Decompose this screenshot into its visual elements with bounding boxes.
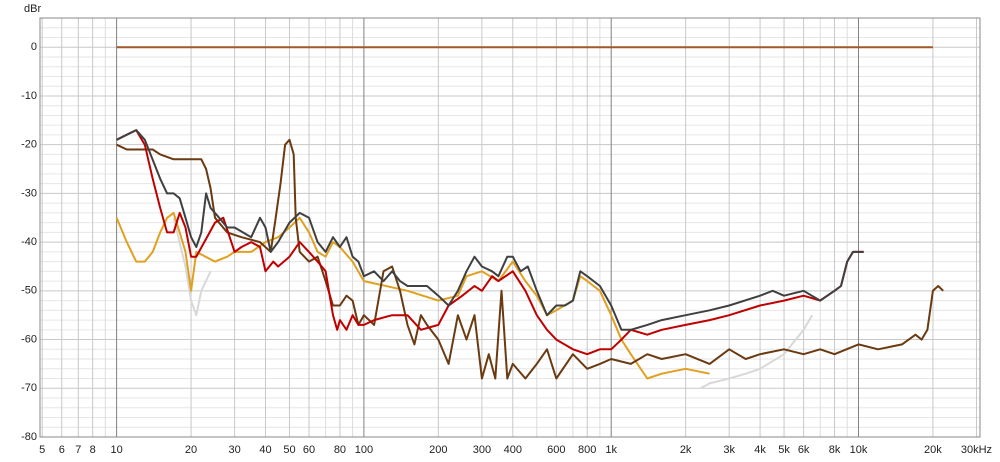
x-tick-label: 8k <box>829 444 841 456</box>
y-tick-label: 0 <box>31 41 37 53</box>
x-tick-label: 20 <box>185 444 197 456</box>
x-tick-label: 6 <box>59 444 65 456</box>
x-tick-label: 3k <box>723 444 735 456</box>
x-tick-label: 7 <box>75 444 81 456</box>
y-tick-label: -80 <box>21 431 37 443</box>
x-tick-label: 200 <box>429 444 447 456</box>
x-tick-label: 300 <box>473 444 491 456</box>
plot-frame <box>39 17 981 438</box>
x-tick-label: 5k <box>778 444 790 456</box>
x-tick-label: 800 <box>578 444 596 456</box>
x-tick-label: 100 <box>355 444 373 456</box>
x-tick-label: 30 <box>228 444 240 456</box>
x-tick-label: 1k <box>605 444 617 456</box>
x-tick-label: 30kHz <box>961 444 992 456</box>
y-tick-label: -10 <box>21 90 37 102</box>
x-tick-label: 10k <box>850 444 868 456</box>
x-tick-label: 8 <box>90 444 96 456</box>
x-tick-label: 80 <box>334 444 346 456</box>
y-tick-label: -60 <box>21 333 37 345</box>
x-tick-label: 5 <box>39 444 45 456</box>
y-tick-label: -40 <box>21 236 37 248</box>
y-tick-label: -20 <box>21 139 37 151</box>
x-tick-label: 400 <box>504 444 522 456</box>
x-tick-label: 60 <box>303 444 315 456</box>
series-line <box>116 129 864 331</box>
x-tick-label: 10 <box>110 444 122 456</box>
x-tick-label: 4k <box>754 444 766 456</box>
y-tick-label: -70 <box>21 382 37 394</box>
x-tick-label: 50 <box>283 444 295 456</box>
x-tick-label: 600 <box>547 444 565 456</box>
y-axis-label: dBr <box>24 3 41 15</box>
y-tick-label: -50 <box>21 285 37 297</box>
x-tick-label: 6k <box>798 444 810 456</box>
y-tick-label: -30 <box>21 187 37 199</box>
series-line <box>116 138 944 380</box>
x-tick-label: 2k <box>680 444 692 456</box>
x-tick-label: 40 <box>259 444 271 456</box>
x-tick-label: 20k <box>924 444 942 456</box>
series-line <box>116 129 864 356</box>
series-line <box>172 217 814 390</box>
